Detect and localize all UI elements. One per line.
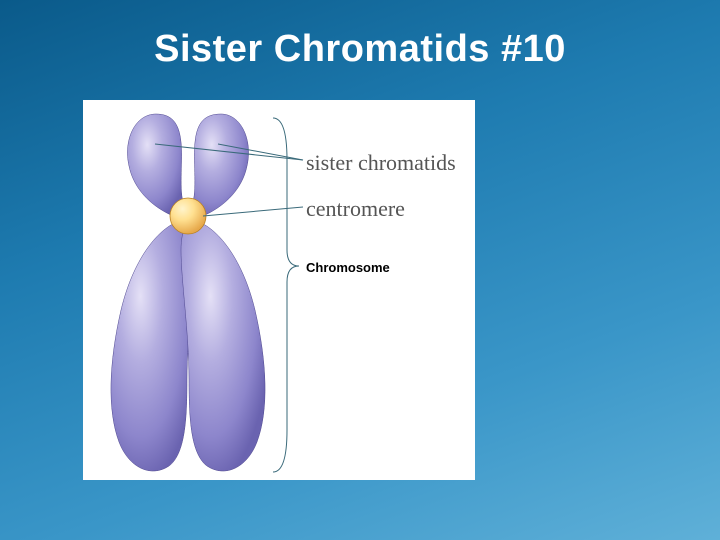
chromosome-figure: sister chromatids centromere Chromosome [83,100,475,480]
label-sister-chromatids: sister chromatids [306,150,456,176]
slide-title: Sister Chromatids #10 [0,0,720,71]
right-chromatid-upper-arm [192,114,249,217]
label-chromosome: Chromosome [306,260,390,275]
right-chromatid-lower-arm [181,221,265,471]
centromere [170,198,206,234]
label-centromere: centromere [306,196,405,222]
chromosome-bracket [273,118,299,472]
left-chromatid-upper-arm [127,114,184,217]
leader-line-centromere [203,207,303,216]
slide: Sister Chromatids #10 [0,0,720,540]
